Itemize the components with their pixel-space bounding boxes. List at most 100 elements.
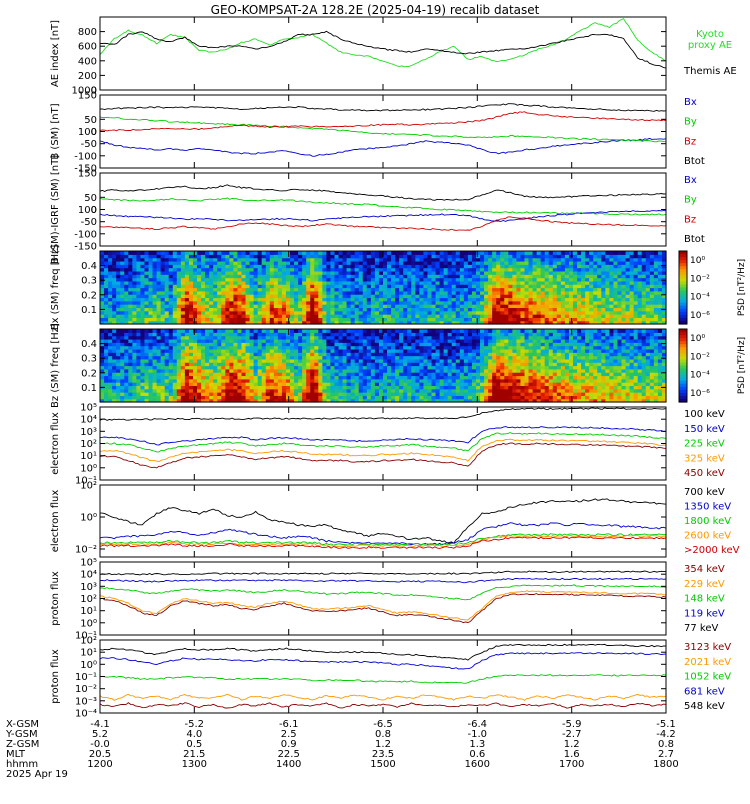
y-tick-label: 0.3 bbox=[81, 276, 97, 287]
spectrogram-cell bbox=[128, 251, 133, 255]
spectrogram-cell bbox=[601, 251, 606, 255]
spectrogram-cell bbox=[343, 251, 348, 255]
spectrogram-cell bbox=[432, 251, 437, 255]
series-legend-label: Themis AE bbox=[683, 66, 737, 77]
spectrogram-cell bbox=[169, 329, 174, 333]
spectrogram-cell bbox=[395, 329, 400, 333]
spectrogram-cell bbox=[149, 251, 154, 255]
spectrogram-cell bbox=[456, 251, 461, 255]
spectrogram-cell bbox=[339, 329, 344, 333]
series-line bbox=[100, 185, 666, 201]
spectrogram-cell bbox=[314, 251, 319, 255]
y-tick-label: 200 bbox=[78, 71, 97, 82]
colorbar-label: PSD [nT²/Hz] bbox=[737, 259, 747, 316]
series-line bbox=[100, 19, 666, 67]
spectrogram-cell bbox=[363, 329, 368, 333]
series-legend-label: By bbox=[684, 117, 697, 128]
spectrogram-cell bbox=[605, 251, 610, 255]
y-axis-label: Bx (SM) freq [Hz] bbox=[50, 245, 61, 331]
spectrogram-cell bbox=[225, 329, 230, 333]
spectrogram-cell bbox=[525, 251, 530, 255]
spectrogram-cell bbox=[597, 251, 602, 255]
spectrogram-cell bbox=[638, 251, 643, 255]
spectrogram-cell bbox=[298, 251, 303, 255]
spectrogram-cell bbox=[173, 329, 178, 333]
spectrogram-cell bbox=[149, 329, 154, 333]
spectrogram-cell bbox=[108, 329, 113, 333]
spectrogram-cell bbox=[217, 251, 222, 255]
spectrogram-cell bbox=[112, 329, 117, 333]
spectrogram-cell bbox=[617, 251, 622, 255]
spectrogram-cell bbox=[108, 251, 113, 255]
colorbar-tick-label: 10⁻⁴ bbox=[690, 293, 710, 303]
spectrogram-cell bbox=[589, 251, 594, 255]
spectrogram-cell bbox=[508, 251, 513, 255]
spectrogram-cell bbox=[488, 251, 493, 255]
spectrogram-cell bbox=[403, 251, 408, 255]
spectrogram-cell bbox=[144, 251, 149, 255]
spectrogram-cell bbox=[165, 329, 170, 333]
spectrogram-cell bbox=[120, 329, 125, 333]
spectrogram-cell bbox=[124, 251, 129, 255]
spectrogram-cell bbox=[330, 329, 335, 333]
spectrogram-cell bbox=[326, 251, 331, 255]
spectrogram-cell bbox=[262, 329, 267, 333]
spectrogram-cell bbox=[140, 329, 145, 333]
spectrogram-cell bbox=[573, 251, 578, 255]
spectrogram-cell bbox=[242, 329, 247, 333]
spectrogram-cell bbox=[193, 251, 198, 255]
y-tick-label: 800 bbox=[78, 27, 97, 38]
spectrogram-cell bbox=[302, 251, 307, 255]
spectrogram-cell bbox=[533, 251, 538, 255]
spectrogram-cell bbox=[209, 251, 214, 255]
spectrogram-cell bbox=[246, 329, 251, 333]
spectrogram-cell bbox=[545, 251, 550, 255]
spectrogram-cell bbox=[229, 329, 234, 333]
y-tick-label: 0 bbox=[91, 127, 97, 138]
spectrogram-cell bbox=[205, 251, 210, 255]
spectrogram-cell bbox=[254, 251, 259, 255]
spectrogram-cell bbox=[100, 329, 105, 333]
spectrogram-cell bbox=[464, 251, 469, 255]
spectrogram-cell bbox=[177, 251, 182, 255]
spectrogram-cell bbox=[116, 329, 121, 333]
spectrogram-cell bbox=[185, 329, 190, 333]
series-legend-label: Bz bbox=[684, 136, 696, 147]
spectrogram-cell bbox=[306, 329, 311, 333]
spectrogram-cell bbox=[136, 329, 141, 333]
spectrogram-cell bbox=[258, 251, 263, 255]
spectrogram-cell bbox=[565, 251, 570, 255]
spectrogram-cell bbox=[270, 251, 275, 255]
spectrogram-cell bbox=[242, 251, 247, 255]
spectrogram-cell bbox=[371, 251, 376, 255]
spectrogram-cell bbox=[537, 251, 542, 255]
spectrogram-cell bbox=[294, 329, 299, 333]
spectrogram-cell bbox=[326, 329, 331, 333]
y-tick-label: -50 bbox=[81, 139, 97, 150]
spectrogram-cell bbox=[237, 329, 242, 333]
y-tick-label: 0 bbox=[91, 205, 97, 216]
spectrogram-cell bbox=[254, 329, 259, 333]
spectrogram-cell bbox=[213, 251, 218, 255]
spectrogram-cell bbox=[448, 251, 453, 255]
series-line bbox=[100, 104, 666, 112]
y-axis-label: AE index [nT] bbox=[50, 20, 61, 87]
spectrogram-cell bbox=[274, 251, 279, 255]
spectrogram-cell bbox=[387, 329, 392, 333]
spectrogram-cell bbox=[177, 329, 182, 333]
spectrogram-cell bbox=[351, 251, 356, 255]
spectrogram-cell bbox=[169, 251, 174, 255]
spectrogram-cell bbox=[504, 251, 509, 255]
spectrogram-cell bbox=[367, 329, 372, 333]
spectrogram-cell bbox=[233, 329, 238, 333]
spectrogram-cell bbox=[302, 329, 307, 333]
spectrogram-cell bbox=[383, 329, 388, 333]
colorbar-tick-label: 10⁻² bbox=[690, 274, 710, 284]
series-line bbox=[100, 112, 666, 131]
spectrogram-cell bbox=[201, 329, 206, 333]
spectrogram-cell bbox=[391, 329, 396, 333]
spectrogram-cell bbox=[436, 251, 441, 255]
